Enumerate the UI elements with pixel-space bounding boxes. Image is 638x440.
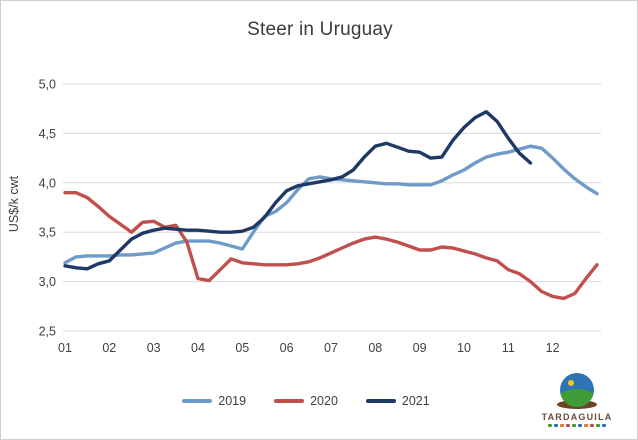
logo-sub-dot: [548, 424, 552, 427]
y-tick-label: 2,5: [39, 325, 56, 339]
logo-sub-dot: [590, 424, 594, 427]
legend-swatch-2021: [365, 399, 396, 403]
legend-item-2019: 2019: [182, 394, 246, 408]
legend-item-2020: 2020: [274, 394, 338, 408]
legend-label-2019: 2019: [218, 394, 247, 408]
x-tick-label: 04: [191, 341, 205, 355]
x-tick-label: 11: [502, 341, 515, 355]
legend-label-2021: 2021: [401, 394, 430, 408]
x-tick-label: 07: [324, 341, 338, 355]
globe-icon: [560, 373, 594, 407]
y-tick-label: 4,0: [39, 176, 56, 190]
logo-sub-dot: [602, 424, 606, 427]
y-tick-label: 3,5: [39, 226, 56, 240]
logo-sub-dot: [566, 424, 570, 427]
legend: 2019 2020 2021: [1, 394, 611, 408]
series-line-2021: [63, 109, 533, 271]
series-line-2020: [63, 190, 599, 301]
sun-icon: [568, 380, 574, 386]
x-tick-label: 10: [457, 341, 471, 355]
legend-swatch-2019: [182, 399, 213, 403]
y-tick-label: 4,5: [39, 127, 56, 141]
x-tick-label: 09: [413, 341, 427, 355]
chart-title: Steer in Uruguay: [247, 19, 393, 40]
x-tick-label: 03: [147, 341, 161, 355]
logo-sub-dot: [572, 424, 576, 427]
y-tick-label: 3,0: [39, 275, 56, 289]
logo-subtext-decoration: [531, 424, 623, 427]
legend-label-2020: 2020: [310, 394, 338, 408]
x-tick-label: 05: [235, 341, 249, 355]
series-line-2019: [63, 144, 599, 265]
logo-text: TARDAGUILA: [541, 412, 613, 422]
logo-sub-dot: [578, 424, 582, 427]
logo: TARDAGUILA: [531, 373, 623, 427]
x-tick-label: 01: [58, 341, 72, 355]
x-tick-label: 06: [280, 341, 294, 355]
logo-sub-dot: [560, 424, 564, 427]
x-tick-label: 02: [102, 341, 116, 355]
hill-icon: [560, 389, 594, 407]
x-tick-label: 08: [368, 341, 382, 355]
logo-sub-dot: [554, 424, 558, 427]
logo-sub-dot: [584, 424, 588, 427]
legend-item-2021: 2021: [365, 394, 430, 408]
legend-swatch-2020: [274, 399, 305, 403]
logo-sub-dot: [596, 424, 600, 427]
x-tick-label: 12: [546, 341, 560, 355]
y-tick-label: 5,0: [39, 78, 56, 92]
